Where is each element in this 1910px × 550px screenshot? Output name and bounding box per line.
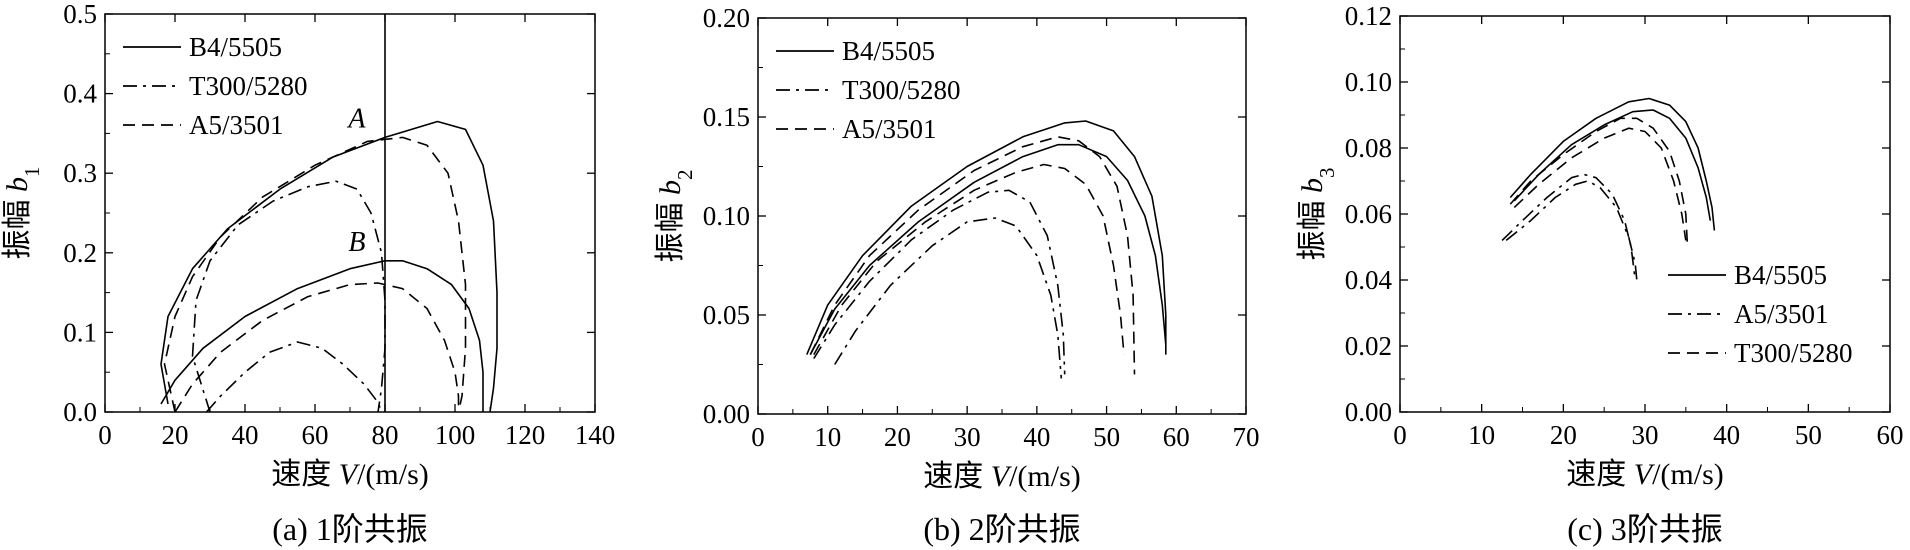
legend-entry-label: A5/3501	[1734, 299, 1829, 329]
x-tick-label: 70	[1233, 422, 1260, 452]
x-tick-label: 30	[954, 422, 981, 452]
y-tick-label: 0.00	[703, 399, 750, 429]
series-line-solid-1	[160, 120, 498, 412]
x-tick-label: 0	[98, 420, 112, 450]
y-tick-label: 0.4	[63, 79, 97, 109]
series-line-dashdot-4	[834, 217, 1063, 379]
y-tick-label: 0.5	[63, 0, 97, 29]
legend-entry-label: B4/5505	[1734, 260, 1827, 290]
x-tick-label: 20	[1550, 420, 1577, 450]
series-line-dashed-5	[809, 136, 1136, 375]
x-tick-label: 140	[575, 420, 616, 450]
y-tick-label: 0.04	[1345, 265, 1393, 295]
legend-entry-label: A5/3501	[842, 114, 937, 144]
x-axis-label: 速度 V/(m/s)	[923, 460, 1081, 493]
series-line-solid-2	[160, 259, 484, 412]
series-line-solid-2	[809, 143, 1167, 355]
plot-frame	[757, 17, 1247, 415]
y-tick-label: 0.10	[703, 201, 750, 231]
chart-panel-2: 0 10 20 30 40 50 60 70 0.00 0.05 0.10 0.15 0.20 速度 V/…	[654, 3, 1260, 547]
series-line-dashed-6	[174, 282, 460, 412]
x-tick-label: 60	[302, 420, 329, 450]
series-line-solid-1	[1509, 97, 1716, 231]
legend: B4/5505 A5/3501 T300/5280	[1668, 260, 1853, 368]
y-tick-label: 0.12	[1345, 1, 1392, 31]
legend-entry-label: B4/5505	[842, 36, 935, 66]
y-tick-label: 0.00	[1345, 397, 1392, 427]
series-line-dashed-5	[163, 136, 467, 412]
y-tick-label: 0.15	[703, 102, 750, 132]
legend-entry-label: T300/5280	[189, 71, 308, 101]
legend: B4/5505 T300/5280 A5/3501	[776, 36, 961, 144]
x-tick-label: 10	[814, 422, 841, 452]
y-tick-label: 0.20	[703, 3, 750, 33]
chart-panel-1: 0 20 40 60 80 100 120 140 0.0 0.1 0.2 0.3 0.4 0.5 速度 V…	[1, 0, 615, 547]
chart-panel-3: 0 10 20 30 40 50 60 0.00 0.02 0.04 0.06 0.08 0.10 0.1…	[1296, 1, 1904, 547]
point-annotation: A	[346, 103, 366, 134]
x-tick-label: 120	[505, 420, 546, 450]
plot-frame	[104, 13, 596, 413]
panel-caption: (c) 3阶共振	[1567, 511, 1723, 547]
legend-entry-label: B4/5505	[189, 32, 282, 62]
x-axis-label: 速度 V/(m/s)	[1566, 458, 1724, 491]
legend-entry-label: A5/3501	[189, 110, 284, 140]
series-line-dashdot-4	[205, 341, 383, 412]
x-tick-label: 40	[1713, 420, 1740, 450]
x-tick-label: 20	[884, 422, 911, 452]
series-line-dashdot-6	[1505, 180, 1638, 281]
x-tick-label: 40	[1023, 422, 1050, 452]
y-tick-label: 0.08	[1345, 133, 1392, 163]
panel-caption: (a) 1阶共振	[272, 511, 428, 547]
x-tick-label: 0	[751, 422, 765, 452]
x-tick-label: 100	[435, 420, 476, 450]
y-axis-label: 振幅 b2	[654, 170, 697, 263]
x-tick-label: 60	[1163, 422, 1190, 452]
x-tick-label: 50	[1093, 422, 1120, 452]
x-tick-label: 30	[1632, 420, 1659, 450]
x-tick-label: 0	[1393, 420, 1407, 450]
legend-entry-label: T300/5280	[842, 75, 961, 105]
y-tick-label: 0.3	[63, 158, 97, 188]
series-line-dashed-6	[813, 163, 1125, 355]
point-annotation: B	[348, 227, 365, 258]
y-tick-label: 0.2	[63, 238, 97, 268]
y-axis-label: 振幅 b3	[1296, 168, 1339, 261]
y-tick-label: 0.02	[1345, 331, 1392, 361]
series-line-solid-1	[806, 120, 1167, 355]
x-tick-label: 80	[372, 420, 399, 450]
legend-entry-label: T300/5280	[1734, 338, 1853, 368]
series-line-dashdot-3	[191, 180, 386, 412]
x-tick-label: 20	[162, 420, 189, 450]
series-line-dashed-4	[1513, 127, 1687, 241]
y-tick-label: 0.06	[1345, 199, 1392, 229]
series-line-solid-2	[1513, 109, 1712, 221]
series-line-dashdot-3	[813, 189, 1066, 375]
y-axis-label: 振幅 b1	[1, 167, 44, 260]
x-tick-label: 60	[1877, 420, 1904, 450]
y-tick-label: 0.05	[703, 300, 750, 330]
y-tick-label: 0.1	[63, 317, 97, 347]
x-tick-label: 10	[1468, 420, 1495, 450]
y-tick-label: 0.10	[1345, 67, 1392, 97]
y-tick-label: 0.0	[63, 397, 97, 427]
panel-caption: (b) 2阶共振	[923, 511, 1080, 547]
x-axis-label: 速度 V/(m/s)	[271, 458, 429, 491]
series-line-dashdot-5	[1501, 173, 1636, 281]
x-tick-label: 40	[232, 420, 259, 450]
series-line-dashed-3	[1509, 117, 1689, 248]
legend: B4/5505 T300/5280 A5/3501	[123, 32, 308, 140]
x-tick-label: 50	[1795, 420, 1822, 450]
